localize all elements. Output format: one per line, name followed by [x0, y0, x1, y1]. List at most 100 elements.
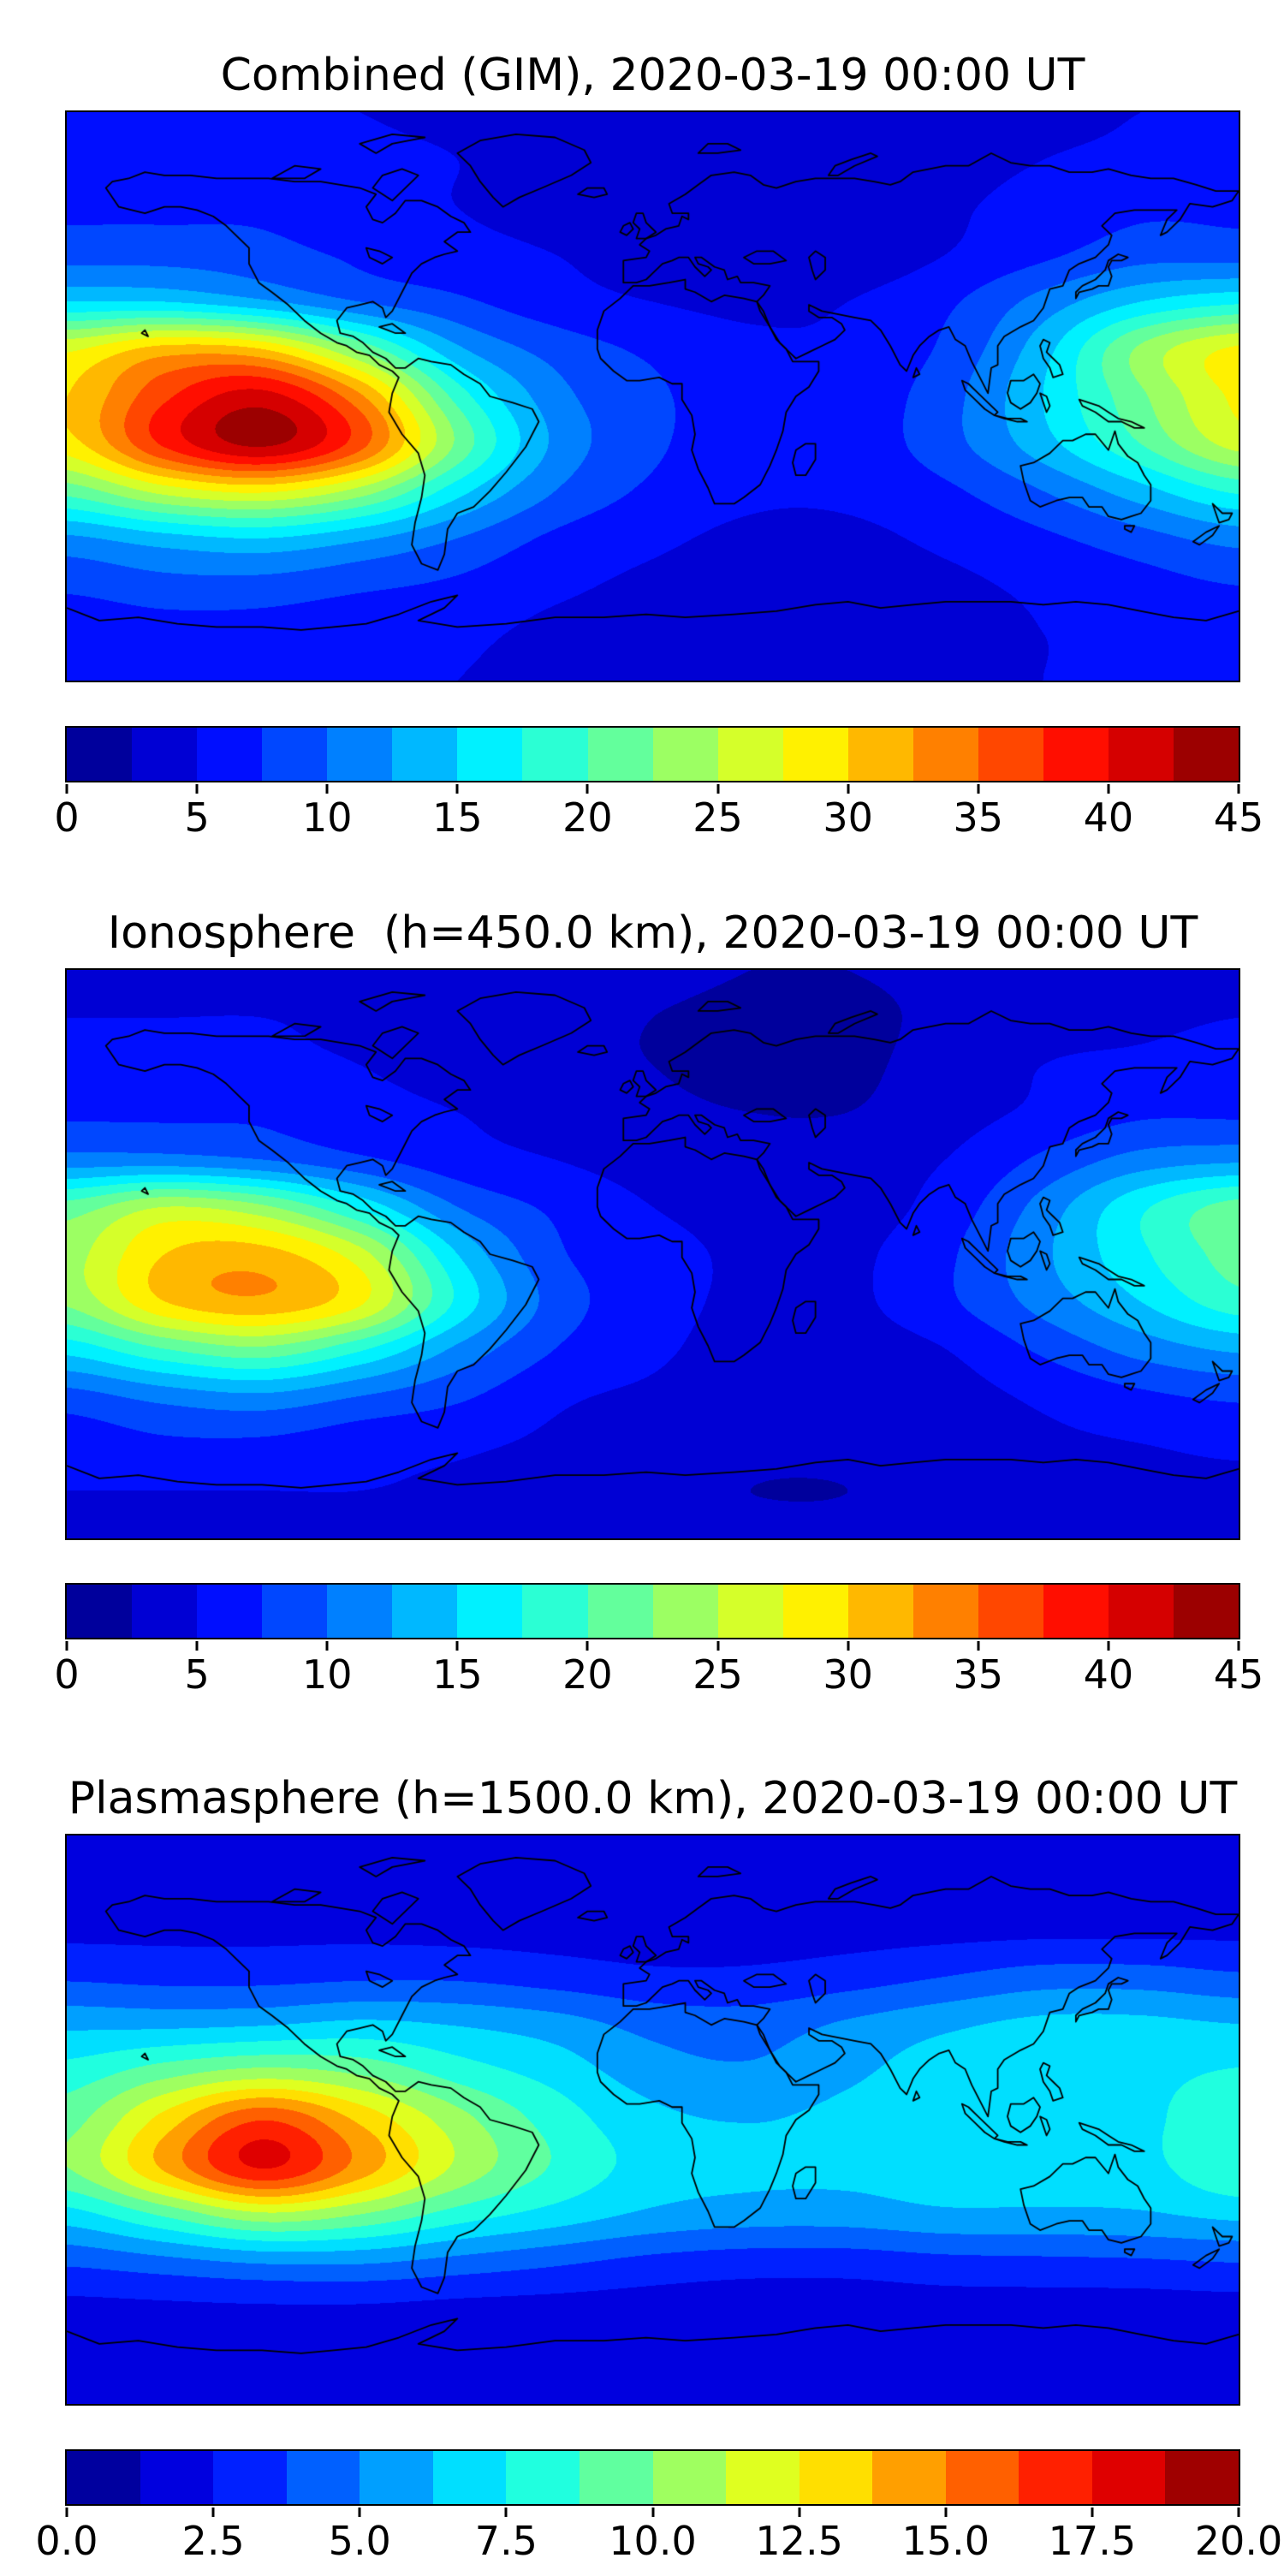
- colorbar-tick-label: 25: [693, 1651, 743, 1698]
- colorbar-ticks-ionosphere: 0 5 10 15 20 25 30 35 40 45: [54, 1641, 1263, 1710]
- colorbar-segment: [652, 728, 718, 781]
- colorbar-segment: [587, 1585, 653, 1638]
- colorbar-segment: [799, 2451, 873, 2504]
- colorbar-tick-label: 12.5: [755, 2518, 843, 2564]
- colorbar-plasmasphere: [65, 2449, 1240, 2506]
- colorbar-tick-mark: [1091, 2508, 1094, 2517]
- colorbar-segment: [1109, 1585, 1174, 1638]
- colorbar-tick-label: 10: [301, 794, 353, 841]
- colorbar-tick-label: 30: [823, 1651, 873, 1698]
- colorbar-segment: [579, 2451, 653, 2504]
- colorbar-tick-label: 5.0: [328, 2518, 391, 2564]
- colorbar-segment: [1174, 1585, 1239, 1638]
- colorbar-tick-label: 2.5: [181, 2518, 245, 2564]
- colorbar-segment: [67, 2451, 140, 2504]
- colorbar-tick-label: 15.0: [901, 2518, 990, 2564]
- colorbar-segment: [726, 2451, 800, 2504]
- colorbar-segment: [213, 2451, 287, 2504]
- colorbar-segment: [587, 728, 653, 781]
- map-combined-gim: [65, 110, 1240, 682]
- colorbar-tick-label: 0: [54, 794, 80, 841]
- colorbar-tick-label: 25: [693, 794, 743, 841]
- colorbar-segment: [912, 728, 978, 781]
- colorbar-tick-label: 30: [823, 794, 873, 841]
- colorbar-tick-mark: [504, 2508, 508, 2517]
- colorbar-segment: [262, 1585, 328, 1638]
- colorbar-segment: [1165, 2451, 1239, 2504]
- colorbar-tick-label: 10.0: [609, 2518, 697, 2564]
- colorbar-segment: [132, 1585, 198, 1638]
- colorbar-tick-mark: [455, 784, 459, 794]
- colorbar-segment: [1043, 1585, 1109, 1638]
- colorbar-tick-mark: [1237, 2508, 1240, 2517]
- colorbar-segment: [197, 728, 263, 781]
- colorbar-segment: [1109, 728, 1174, 781]
- colorbar-segment: [847, 728, 913, 781]
- colorbar-tick-label: 15: [432, 1651, 483, 1698]
- colorbar-tick-label: 35: [953, 1651, 1004, 1698]
- colorbar-segment: [1091, 2451, 1166, 2504]
- colorbar-segment: [1019, 2451, 1092, 2504]
- colorbar-segment: [847, 1585, 913, 1638]
- colorbar-segment: [327, 1585, 393, 1638]
- colorbar-tick-mark: [325, 784, 329, 794]
- colorbar-tick-label: 20: [562, 1651, 613, 1698]
- colorbar-tick-label: 10: [301, 1651, 353, 1698]
- colorbar-tick-label: 35: [953, 794, 1004, 841]
- colorbar-tick-mark: [944, 2508, 948, 2517]
- colorbar-tick-mark: [716, 1641, 720, 1651]
- colorbar-segment: [67, 728, 133, 781]
- colorbar-segment: [432, 2451, 507, 2504]
- colorbar-tick-mark: [586, 784, 589, 794]
- colorbar-tick-mark: [798, 2508, 801, 2517]
- colorbar-segment: [522, 728, 588, 781]
- colorbar-ionosphere: [65, 1583, 1240, 1639]
- colorbar-segment: [717, 728, 783, 781]
- panel-title-ionosphere: Ionosphere (h=450.0 km), 2020-03-19 00:0…: [107, 907, 1198, 959]
- colorbar-tick-mark: [211, 2508, 215, 2517]
- colorbar-tick-mark: [455, 1641, 459, 1651]
- colorbar-segment: [197, 1585, 263, 1638]
- colorbar-tick-mark: [325, 1641, 329, 1651]
- colorbar-tick-mark: [977, 784, 980, 794]
- colorbar-segment: [140, 2451, 214, 2504]
- colorbar-tick-mark: [1107, 1641, 1110, 1651]
- colorbar-tick-label: 5: [184, 1651, 210, 1698]
- colorbar-segment: [978, 1585, 1043, 1638]
- colorbar-segment: [978, 728, 1043, 781]
- panel-title-combined: Combined (GIM), 2020-03-19 00:00 UT: [220, 50, 1085, 101]
- colorbar-segment: [457, 728, 523, 781]
- colorbar-tick-label: 7.5: [474, 2518, 538, 2564]
- colorbar-combined: [65, 726, 1240, 782]
- colorbar-segment: [506, 2451, 580, 2504]
- colorbar-tick-mark: [1237, 1641, 1240, 1651]
- colorbar-segment: [782, 1585, 848, 1638]
- colorbar-tick-mark: [716, 784, 720, 794]
- colorbar-tick-label: 17.5: [1048, 2518, 1137, 2564]
- colorbar-tick-label: 5: [184, 794, 210, 841]
- colorbar-ticks-plasmasphere: 0.0 2.5 5.0 7.5 10.0 12.5 15.0 17.5 20.0: [35, 2508, 1282, 2576]
- colorbar-tick-label: 20: [562, 794, 613, 841]
- colorbar-tick-mark: [65, 784, 68, 794]
- colorbar-tick-mark: [1107, 784, 1110, 794]
- colorbar-tick-mark: [195, 1641, 199, 1651]
- colorbar-segment: [872, 2451, 946, 2504]
- colorbar-tick-mark: [1237, 784, 1240, 794]
- colorbar-tick-mark: [358, 2508, 361, 2517]
- colorbar-tick-label: 20.0: [1194, 2518, 1283, 2564]
- colorbar-tick-label: 40: [1083, 1651, 1134, 1698]
- colorbar-tick-mark: [847, 1641, 850, 1651]
- colorbar-tick-mark: [195, 784, 199, 794]
- colorbar-tick-mark: [65, 1641, 68, 1651]
- colorbar-tick-label: 0: [54, 1651, 80, 1698]
- colorbar-segment: [1174, 728, 1239, 781]
- colorbar-tick-mark: [977, 1641, 980, 1651]
- colorbar-segment: [132, 728, 198, 781]
- colorbar-tick-label: 15: [432, 794, 483, 841]
- colorbar-segment: [392, 728, 458, 781]
- colorbar-tick-mark: [65, 2508, 68, 2517]
- colorbar-segment: [392, 1585, 458, 1638]
- colorbar-tick-label: 40: [1083, 794, 1134, 841]
- map-ionosphere: [65, 968, 1240, 1540]
- colorbar-segment: [286, 2451, 360, 2504]
